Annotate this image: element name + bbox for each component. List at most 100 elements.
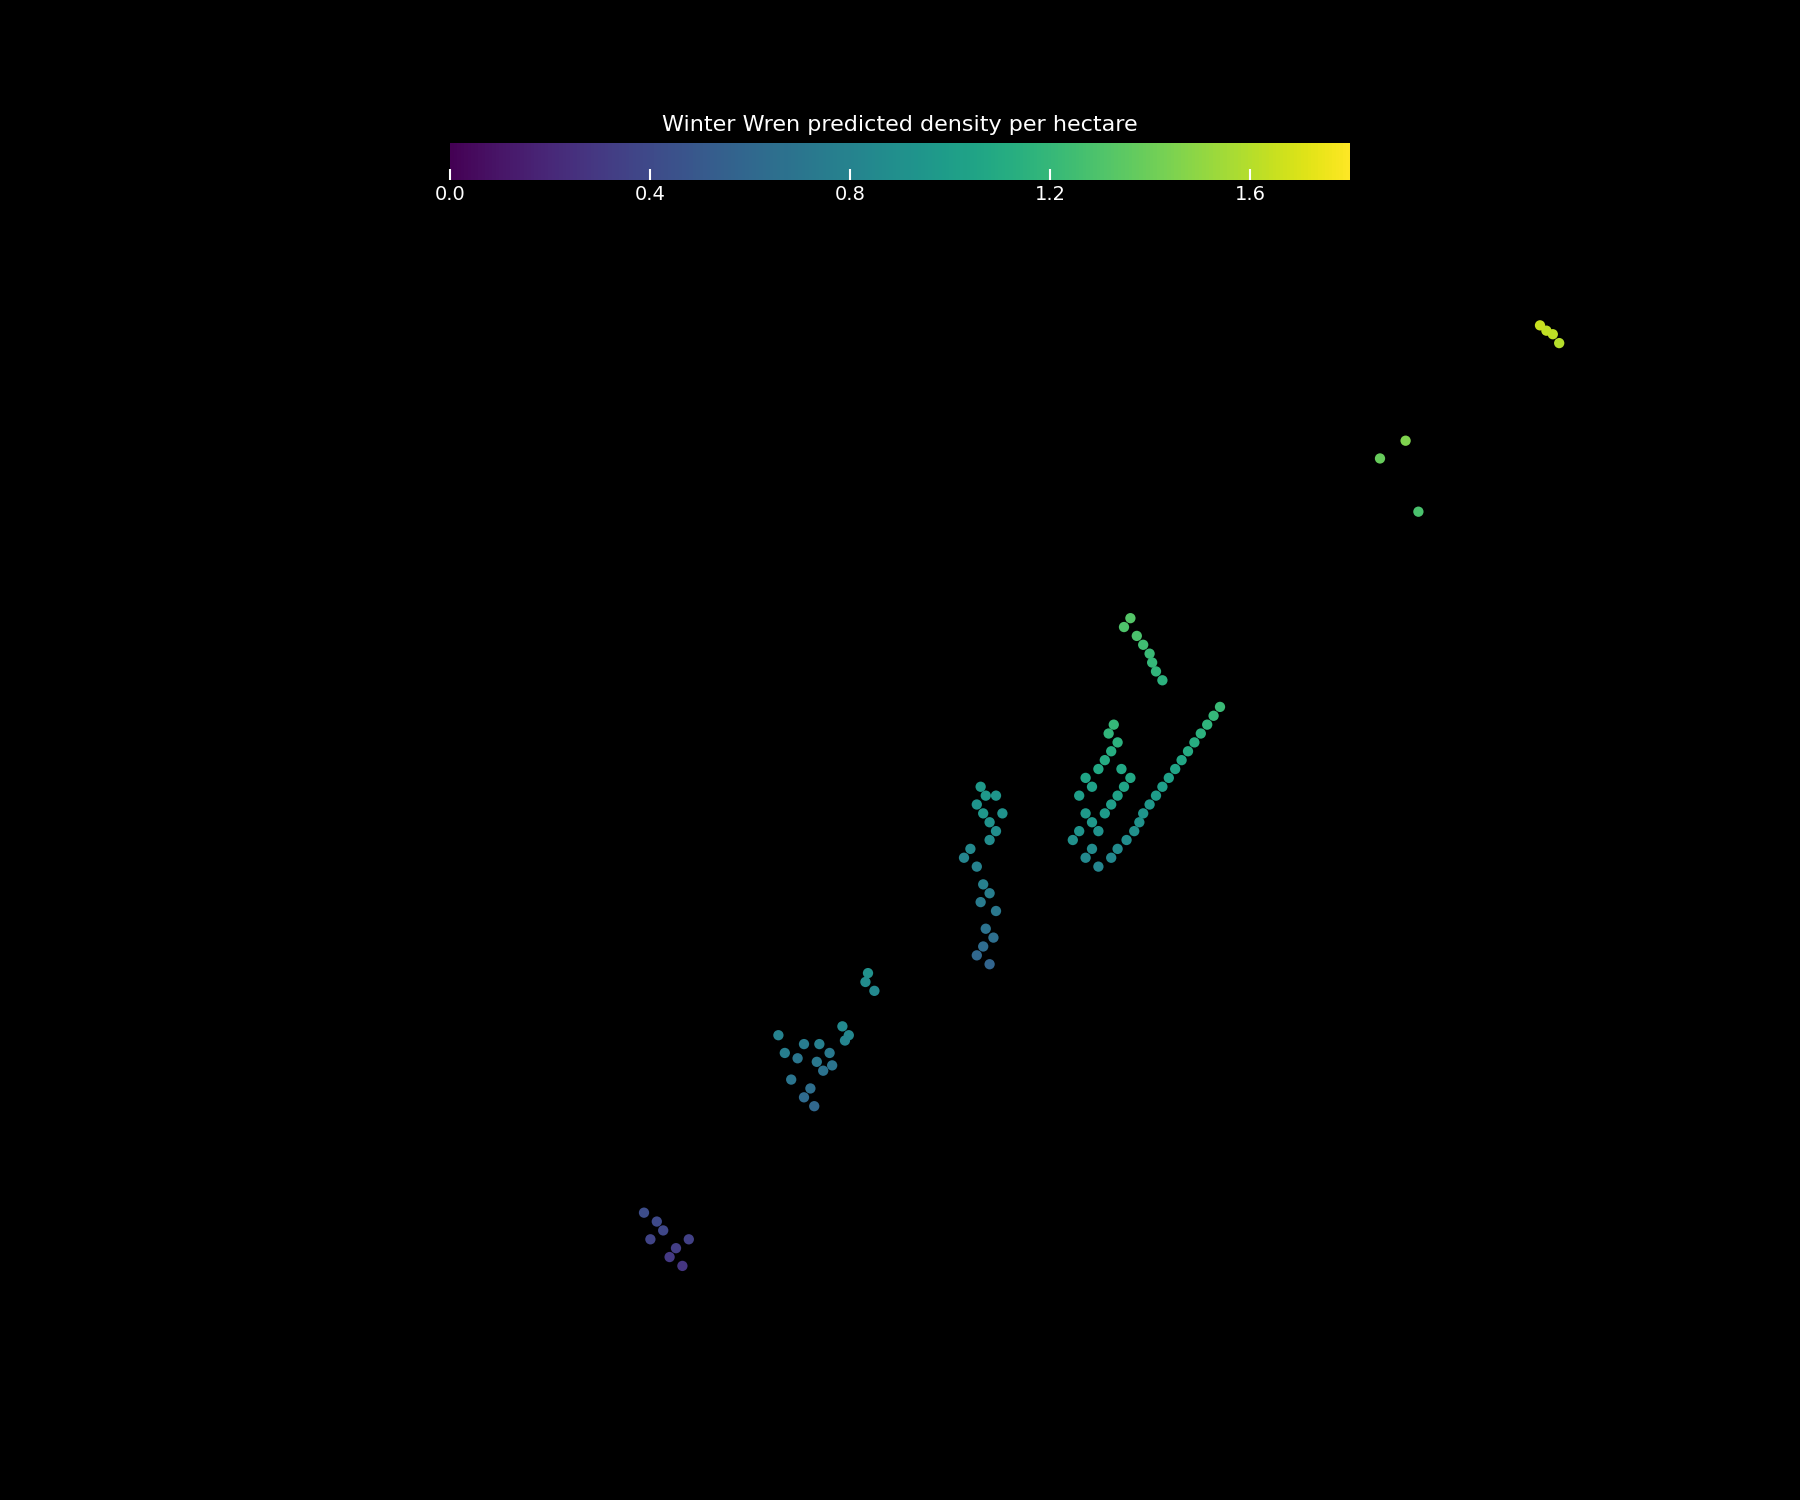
Point xyxy=(763,1023,792,1047)
Point xyxy=(655,1245,684,1269)
Point xyxy=(1391,429,1420,453)
Point xyxy=(1091,801,1120,825)
Point xyxy=(1107,758,1136,782)
Point xyxy=(1136,642,1165,666)
Point xyxy=(1103,783,1132,807)
Point xyxy=(815,1041,844,1065)
Point xyxy=(1129,633,1157,657)
Point xyxy=(1532,318,1561,342)
Point xyxy=(1138,651,1166,675)
Point xyxy=(1181,730,1210,754)
Point xyxy=(1094,722,1123,746)
Point xyxy=(668,1254,697,1278)
Point xyxy=(675,1227,704,1251)
Point xyxy=(1544,332,1573,356)
Point xyxy=(1404,500,1433,523)
Point xyxy=(981,783,1010,807)
Point xyxy=(981,819,1010,843)
Point xyxy=(860,980,889,1004)
Point xyxy=(1174,740,1202,764)
Point xyxy=(790,1032,819,1056)
Point xyxy=(956,837,985,861)
Point xyxy=(1120,819,1148,843)
Point xyxy=(796,1077,824,1101)
Point xyxy=(963,855,992,879)
Point xyxy=(1141,783,1170,807)
Point xyxy=(783,1047,812,1071)
Point xyxy=(643,1209,671,1233)
Point xyxy=(972,916,1001,940)
Point xyxy=(790,1086,819,1110)
Point xyxy=(988,801,1017,825)
Point xyxy=(1071,766,1100,790)
Point xyxy=(1071,846,1100,870)
Point xyxy=(1066,783,1094,807)
Point xyxy=(805,1032,833,1056)
Point xyxy=(770,1041,799,1065)
Point xyxy=(1199,704,1228,728)
Point xyxy=(803,1050,832,1074)
Point xyxy=(1116,766,1145,790)
Point xyxy=(1539,322,1568,346)
Point xyxy=(1084,855,1112,879)
Point xyxy=(1071,801,1100,825)
Point xyxy=(1078,837,1107,861)
Point xyxy=(1366,447,1395,471)
Point xyxy=(1084,819,1112,843)
Point xyxy=(1186,722,1215,746)
Point xyxy=(828,1014,857,1038)
Point xyxy=(808,1059,837,1083)
Point xyxy=(976,810,1004,834)
Point xyxy=(630,1200,659,1224)
Point xyxy=(1206,694,1235,718)
Point xyxy=(1125,810,1154,834)
Point xyxy=(1109,776,1138,800)
Point xyxy=(1103,837,1132,861)
Point xyxy=(1078,776,1107,800)
Point xyxy=(1141,660,1170,684)
Point xyxy=(968,873,997,897)
Point xyxy=(835,1023,864,1047)
Point xyxy=(1116,606,1145,630)
Point xyxy=(1193,712,1222,736)
Point xyxy=(1091,748,1120,772)
Point xyxy=(968,934,997,958)
Point xyxy=(1066,819,1094,843)
Point xyxy=(972,783,1001,807)
Point xyxy=(817,1053,846,1077)
Title: Winter Wren predicted density per hectare: Winter Wren predicted density per hectar… xyxy=(662,116,1138,135)
Point xyxy=(1096,792,1125,816)
Point xyxy=(1526,314,1555,338)
Point xyxy=(1084,758,1112,782)
Point xyxy=(1148,669,1177,693)
Point xyxy=(1096,846,1125,870)
Point xyxy=(950,846,979,870)
Point xyxy=(1148,776,1177,800)
Point xyxy=(778,1068,806,1092)
Point xyxy=(1123,624,1152,648)
Point xyxy=(1136,792,1165,816)
Point xyxy=(1103,730,1132,754)
Point xyxy=(967,776,995,800)
Point xyxy=(981,898,1010,922)
Point xyxy=(1154,766,1183,790)
Point xyxy=(799,1094,828,1118)
Point xyxy=(1129,801,1157,825)
Point xyxy=(635,1227,664,1251)
Point xyxy=(976,828,1004,852)
Point xyxy=(1096,740,1125,764)
Point xyxy=(1078,810,1107,834)
Point xyxy=(648,1218,677,1242)
Point xyxy=(1109,615,1138,639)
Point xyxy=(963,792,992,816)
Point xyxy=(1112,828,1141,852)
Point xyxy=(968,801,997,825)
Point xyxy=(830,1029,859,1053)
Point xyxy=(1058,828,1087,852)
Point xyxy=(979,926,1008,950)
Point xyxy=(963,944,992,968)
Point xyxy=(967,890,995,914)
Point xyxy=(1166,748,1195,772)
Point xyxy=(1161,758,1190,782)
Point xyxy=(662,1236,691,1260)
